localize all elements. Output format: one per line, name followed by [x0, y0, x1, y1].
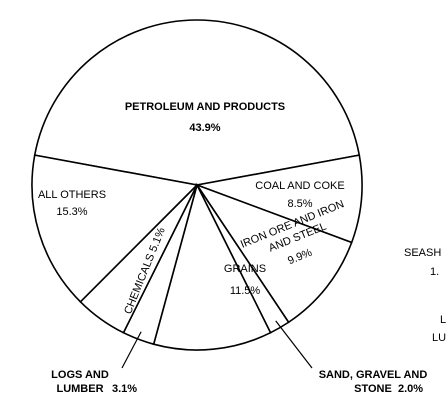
leader-line	[121, 331, 142, 369]
annotation: LU	[432, 332, 447, 344]
pie-slice	[33, 19, 361, 186]
annotation: SEASH	[404, 247, 442, 259]
leader-line	[275, 320, 313, 369]
pie-slice	[31, 154, 199, 303]
slice-label: ALL OTHERS	[37, 189, 107, 201]
slice-label: PETROLEUM AND PRODUCTS	[124, 101, 286, 113]
pie-slice	[194, 183, 353, 324]
value-label: 43.9%	[189, 122, 221, 134]
pie-slice	[194, 154, 363, 244]
slice-label: GRAINS	[223, 263, 267, 275]
slice-label: LOGS AND LUMBER	[51, 369, 109, 395]
slice-label: COAL AND COKE	[255, 180, 345, 192]
value-label: 8.5%	[287, 198, 313, 210]
value-label: 3.1%	[112, 383, 138, 395]
value-label: 2.0%	[398, 383, 424, 395]
slice-label: SAND, GRAVEL AND STONE	[318, 369, 428, 395]
pie-slice	[152, 182, 272, 351]
value-label: 11.5%	[229, 285, 261, 297]
annotation: 1.	[430, 266, 440, 278]
value-label: 15.3%	[56, 206, 88, 218]
annotation: L	[440, 314, 447, 326]
